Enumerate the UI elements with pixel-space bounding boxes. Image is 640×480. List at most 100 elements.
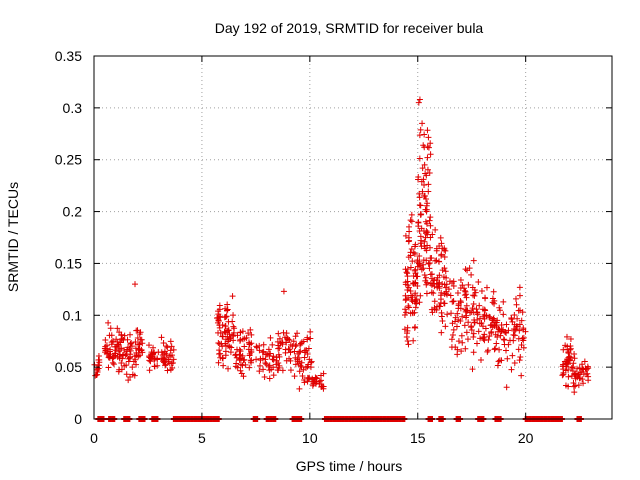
data-point xyxy=(107,325,114,332)
data-point xyxy=(422,218,429,225)
data-point xyxy=(245,330,252,337)
data-point xyxy=(114,343,121,350)
data-point xyxy=(430,290,437,297)
data-point xyxy=(230,312,237,319)
data-point xyxy=(216,302,223,309)
data-point xyxy=(569,367,576,374)
data-point xyxy=(508,316,515,323)
data-point xyxy=(219,355,226,362)
data-point xyxy=(457,298,464,305)
data-point xyxy=(512,295,519,302)
data-point xyxy=(423,208,430,215)
data-point xyxy=(567,343,574,350)
data-point xyxy=(132,281,139,288)
y-axis-label: SRMTID / TECUs xyxy=(5,182,21,292)
y-tick-label: 0.15 xyxy=(55,255,82,271)
data-point xyxy=(107,346,114,353)
data-point xyxy=(405,254,412,261)
data-point xyxy=(412,292,419,299)
data-point xyxy=(224,333,231,340)
data-point xyxy=(123,371,130,378)
data-point xyxy=(222,323,229,330)
data-point xyxy=(120,337,127,344)
data-point xyxy=(224,301,231,308)
data-point xyxy=(137,329,144,336)
data-point xyxy=(285,336,292,343)
data-point xyxy=(136,341,143,348)
data-point xyxy=(280,288,287,295)
data-point xyxy=(415,99,422,106)
data-point xyxy=(402,266,409,273)
data-point xyxy=(432,257,439,264)
data-point xyxy=(496,357,503,364)
data-point xyxy=(441,265,448,272)
data-point xyxy=(121,332,128,339)
data-point xyxy=(163,343,170,350)
data-point xyxy=(421,193,428,200)
axis-ticks: 0 0.05 0.1 0.15 0.2 0.25 0.3 0.35 0 5 10 15 20 xyxy=(55,48,612,446)
data-point xyxy=(439,245,446,252)
data-point xyxy=(426,265,433,272)
data-point xyxy=(509,352,516,359)
data-point xyxy=(585,365,592,372)
data-point xyxy=(567,335,574,342)
data-point xyxy=(422,277,429,284)
data-point xyxy=(408,218,415,225)
data-point xyxy=(463,307,470,314)
data-point xyxy=(420,176,427,183)
data-point xyxy=(491,297,498,304)
data-point xyxy=(407,264,414,271)
data-point xyxy=(516,321,523,328)
data-point xyxy=(444,311,451,318)
data-point xyxy=(246,352,253,359)
data-point xyxy=(266,375,273,382)
data-point xyxy=(436,272,443,279)
data-point xyxy=(519,309,526,316)
data-point xyxy=(419,165,426,172)
data-point xyxy=(585,373,592,380)
x-tick-label: 15 xyxy=(410,430,426,446)
data-point xyxy=(110,361,117,368)
data-point xyxy=(420,227,427,234)
data-point xyxy=(297,340,304,347)
data-point xyxy=(228,344,235,351)
data-point xyxy=(217,350,224,357)
data-point xyxy=(134,327,141,334)
data-point xyxy=(511,312,518,319)
data-point xyxy=(421,161,428,168)
data-point xyxy=(418,237,425,244)
data-point xyxy=(404,324,411,331)
data-point xyxy=(95,353,102,360)
data-point xyxy=(240,373,247,380)
data-point xyxy=(518,317,525,324)
data-point xyxy=(450,326,457,333)
data-point xyxy=(475,278,482,285)
data-point xyxy=(500,298,507,305)
data-point xyxy=(421,182,428,189)
data-point xyxy=(216,341,223,348)
data-point xyxy=(127,331,134,338)
data-point xyxy=(486,313,493,320)
data-point xyxy=(245,346,252,353)
data-point xyxy=(479,323,486,330)
data-point xyxy=(419,120,426,127)
data-point xyxy=(580,380,587,387)
data-point xyxy=(219,333,226,340)
data-point xyxy=(454,290,461,297)
data-point xyxy=(303,364,310,371)
data-point xyxy=(427,140,434,147)
data-point xyxy=(123,351,130,358)
chart-title: Day 192 of 2019, SRMTID for receiver bul… xyxy=(215,20,484,36)
data-point xyxy=(274,366,281,373)
data-point xyxy=(132,345,139,352)
data-point xyxy=(290,338,297,345)
data-point xyxy=(429,231,436,238)
data-point xyxy=(119,335,126,342)
data-point xyxy=(160,340,167,347)
data-point xyxy=(470,257,477,264)
data-point xyxy=(145,342,152,349)
data-point xyxy=(501,341,508,348)
data-point xyxy=(461,322,468,329)
data-point xyxy=(463,312,470,319)
data-point xyxy=(240,357,247,364)
